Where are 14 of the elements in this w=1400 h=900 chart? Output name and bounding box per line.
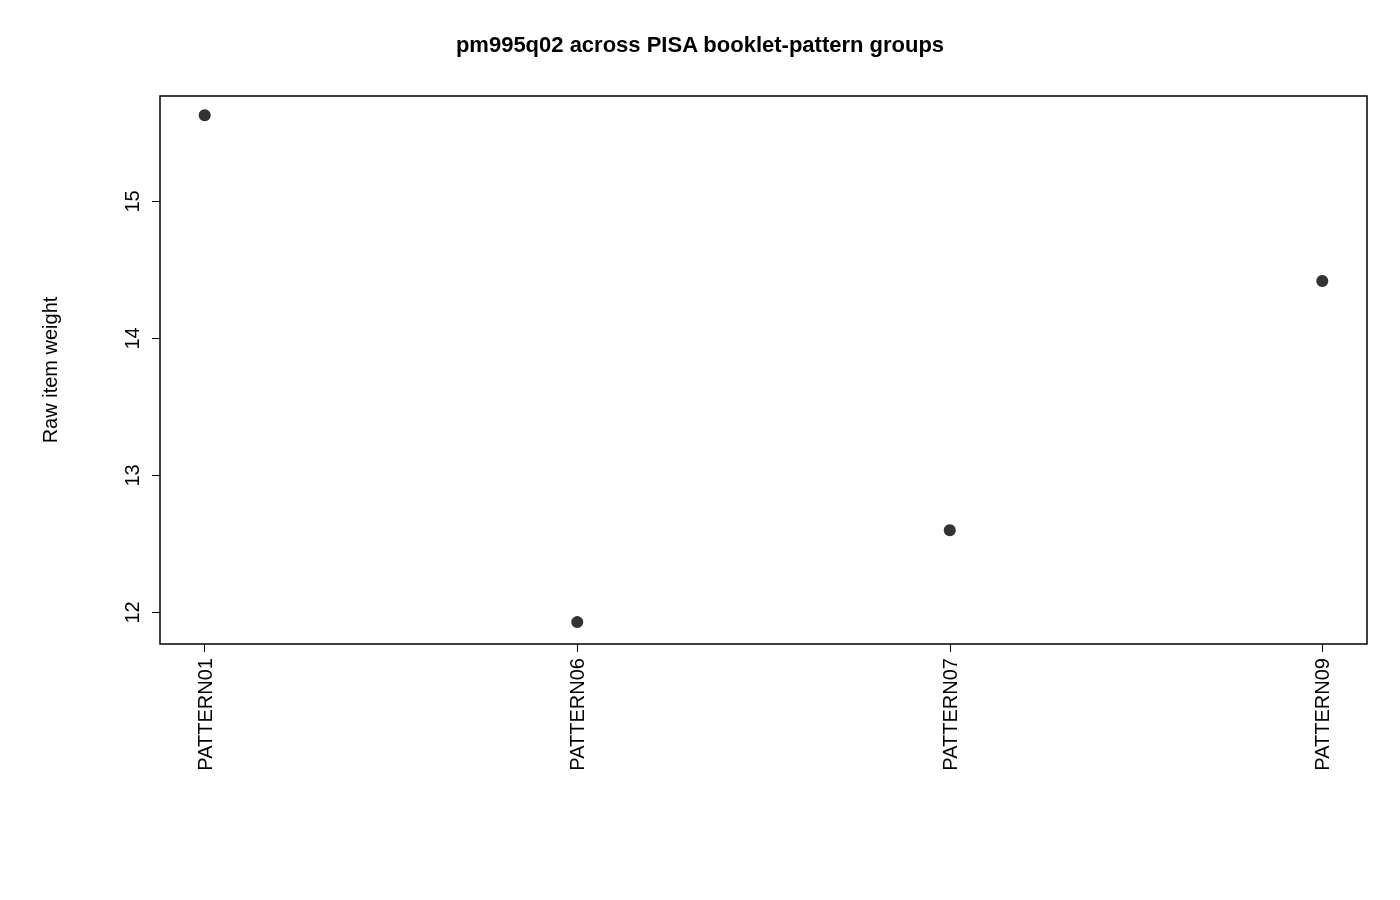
point [198, 109, 211, 122]
y-axis-title: Raw item weight [39, 296, 61, 444]
point [1316, 274, 1329, 287]
y-tick-label: 14 [121, 327, 143, 350]
chart-title: pm995q02 across PISA booklet-pattern groups [455, 31, 945, 57]
x-tick-label: PATTERN01 [193, 658, 216, 771]
y-tick-label: 13 [121, 464, 143, 487]
y-tick-label: 12 [121, 601, 143, 624]
y-tick-label: 15 [121, 190, 143, 213]
x-tick-label: PATTERN07 [938, 658, 961, 771]
x-tick-label: PATTERN06 [566, 658, 589, 771]
point [571, 616, 584, 629]
x-tick-label: PATTERN09 [1311, 658, 1334, 771]
point [943, 524, 956, 537]
